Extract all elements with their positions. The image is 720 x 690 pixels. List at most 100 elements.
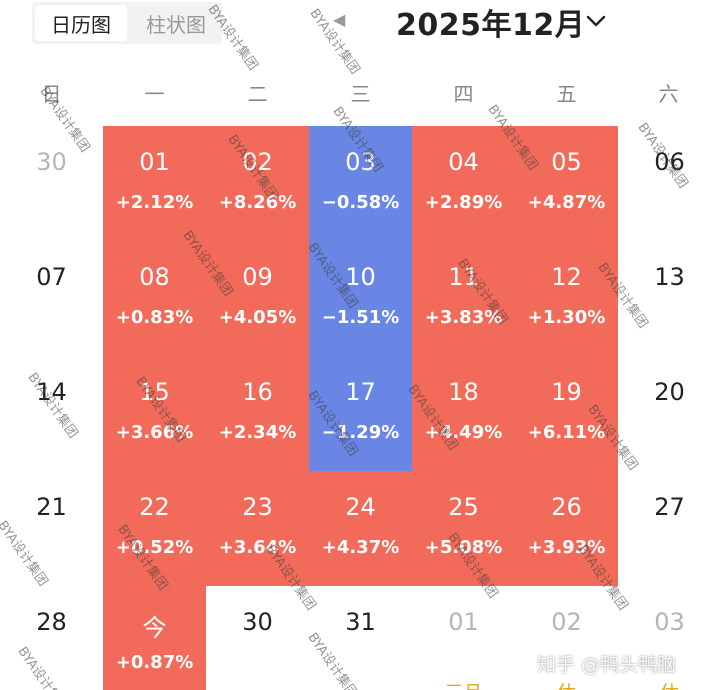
calendar-cell[interactable]: 21 [0, 471, 103, 586]
calendar-cell[interactable]: 24 +4.37% [309, 471, 412, 586]
day-number: 04 [448, 148, 479, 176]
calendar-cell[interactable]: 09 +4.05% [206, 241, 309, 356]
day-number: 13 [654, 263, 685, 291]
day-number: 24 [345, 493, 376, 521]
change-percent: +2.89% [424, 192, 503, 213]
day-number: 02 [551, 608, 582, 636]
calendar-cell[interactable]: 14 [0, 356, 103, 471]
change-percent: +3.93% [527, 537, 606, 558]
weekday-sat: 六 [658, 82, 679, 106]
change-percent: +3.64% [218, 537, 297, 558]
calendar-cell[interactable]: 05 +4.87% [515, 126, 618, 241]
calendar-cell[interactable]: 17 −1.29% [309, 356, 412, 471]
calendar-cell[interactable]: 13 [618, 241, 720, 356]
weekday-header: 日 一 二 三 四 五 六 [0, 78, 720, 108]
triangle-left-icon[interactable]: ◀ [333, 10, 346, 29]
day-number: 05 [551, 148, 582, 176]
change-percent: −1.51% [321, 307, 400, 328]
day-number: 今 [142, 614, 167, 642]
change-percent: −0.58% [321, 192, 400, 213]
day-number: 21 [36, 493, 67, 521]
change-percent: +4.87% [527, 192, 606, 213]
calendar-cell[interactable]: 04 +2.89% [412, 126, 515, 241]
change-percent: +0.52% [115, 537, 194, 558]
tab-bar-chart[interactable]: 柱状图 [146, 12, 206, 37]
day-number: 03 [345, 148, 376, 176]
weekday-mon: 一 [144, 82, 165, 106]
weekday-tue: 二 [247, 82, 268, 106]
calendar-cell[interactable]: 03 −0.58% [309, 126, 412, 241]
calendar-cell[interactable]: 10 −1.51% [309, 241, 412, 356]
calendar-cell[interactable]: 03 休 [618, 586, 720, 690]
change-percent: +2.12% [115, 192, 194, 213]
change-percent: +3.83% [424, 307, 503, 328]
change-percent: −1.29% [321, 422, 400, 443]
day-number: 19 [551, 378, 582, 406]
day-number: 27 [654, 493, 685, 521]
day-number: 01 [448, 608, 479, 636]
calendar-cell[interactable]: 06 [618, 126, 720, 241]
calendar-cell[interactable]: 23 +3.64% [206, 471, 309, 586]
day-number: 09 [242, 263, 273, 291]
day-number: 01 [139, 148, 170, 176]
day-number: 16 [242, 378, 273, 406]
day-number: 20 [654, 378, 685, 406]
calendar-cell[interactable]: 30 [206, 586, 309, 690]
calendar-grid: 30 01 +2.12% 02 +8.26% 03 −0.58% 04 +2.89% 05 +4.8… [0, 126, 720, 690]
day-number: 11 [448, 263, 479, 291]
day-number: 10 [345, 263, 376, 291]
day-number: 17 [345, 378, 376, 406]
calendar-cell[interactable]: 16 +2.34% [206, 356, 309, 471]
calendar-cell[interactable]: 27 [618, 471, 720, 586]
change-percent: +4.49% [424, 422, 503, 443]
day-number: 14 [36, 378, 67, 406]
change-percent: +0.83% [115, 307, 194, 328]
chevron-down-icon[interactable] [583, 8, 609, 34]
day-number: 30 [36, 148, 67, 176]
calendar-cell[interactable]: 22 +0.52% [103, 471, 206, 586]
month-title[interactable]: 2025年12月 [396, 8, 586, 43]
day-number: 07 [36, 263, 67, 291]
holiday-label: 休 [618, 678, 720, 690]
calendar-cell[interactable]: 07 [0, 241, 103, 356]
calendar-cell[interactable]: 今 +0.87% [103, 586, 206, 690]
day-number: 25 [448, 493, 479, 521]
day-number: 03 [654, 608, 685, 636]
calendar-cell[interactable]: 18 +4.49% [412, 356, 515, 471]
change-percent: +2.34% [218, 422, 297, 443]
view-toggle: 日历图 柱状图 [32, 2, 222, 44]
calendar-cell[interactable]: 01 +2.12% [103, 126, 206, 241]
calendar-cell[interactable]: 02 +8.26% [206, 126, 309, 241]
day-number: 15 [139, 378, 170, 406]
calendar-cell[interactable]: 01 元旦 [412, 586, 515, 690]
day-number: 08 [139, 263, 170, 291]
calendar-cell[interactable]: 19 +6.11% [515, 356, 618, 471]
holiday-label: 休 [515, 678, 618, 690]
calendar-cell[interactable]: 11 +3.83% [412, 241, 515, 356]
calendar-cell[interactable]: 12 +1.30% [515, 241, 618, 356]
calendar-cell[interactable]: 30 [0, 126, 103, 241]
weekday-thu: 四 [453, 82, 474, 106]
change-percent: +4.37% [321, 537, 400, 558]
weekday-wed: 三 [350, 82, 371, 106]
calendar-cell[interactable]: 15 +3.66% [103, 356, 206, 471]
calendar-cell[interactable]: 28 [0, 586, 103, 690]
change-percent: +3.66% [115, 422, 194, 443]
calendar-cell[interactable]: 31 [309, 586, 412, 690]
tab-calendar[interactable]: 日历图 [35, 5, 127, 41]
day-number: 06 [654, 148, 685, 176]
calendar-cell[interactable]: 08 +0.83% [103, 241, 206, 356]
weekday-fri: 五 [556, 82, 577, 106]
change-percent: +1.30% [527, 307, 606, 328]
source-credit: 知乎 @鸭头鸭脑 [537, 654, 677, 676]
change-percent: +6.11% [527, 422, 606, 443]
calendar-cell[interactable]: 02 休 [515, 586, 618, 690]
day-number: 18 [448, 378, 479, 406]
day-number: 31 [345, 608, 376, 636]
day-number: 22 [139, 493, 170, 521]
calendar-cell[interactable]: 20 [618, 356, 720, 471]
day-number: 02 [242, 148, 273, 176]
change-percent: +5.08% [424, 537, 503, 558]
calendar-cell[interactable]: 26 +3.93% [515, 471, 618, 586]
calendar-cell[interactable]: 25 +5.08% [412, 471, 515, 586]
